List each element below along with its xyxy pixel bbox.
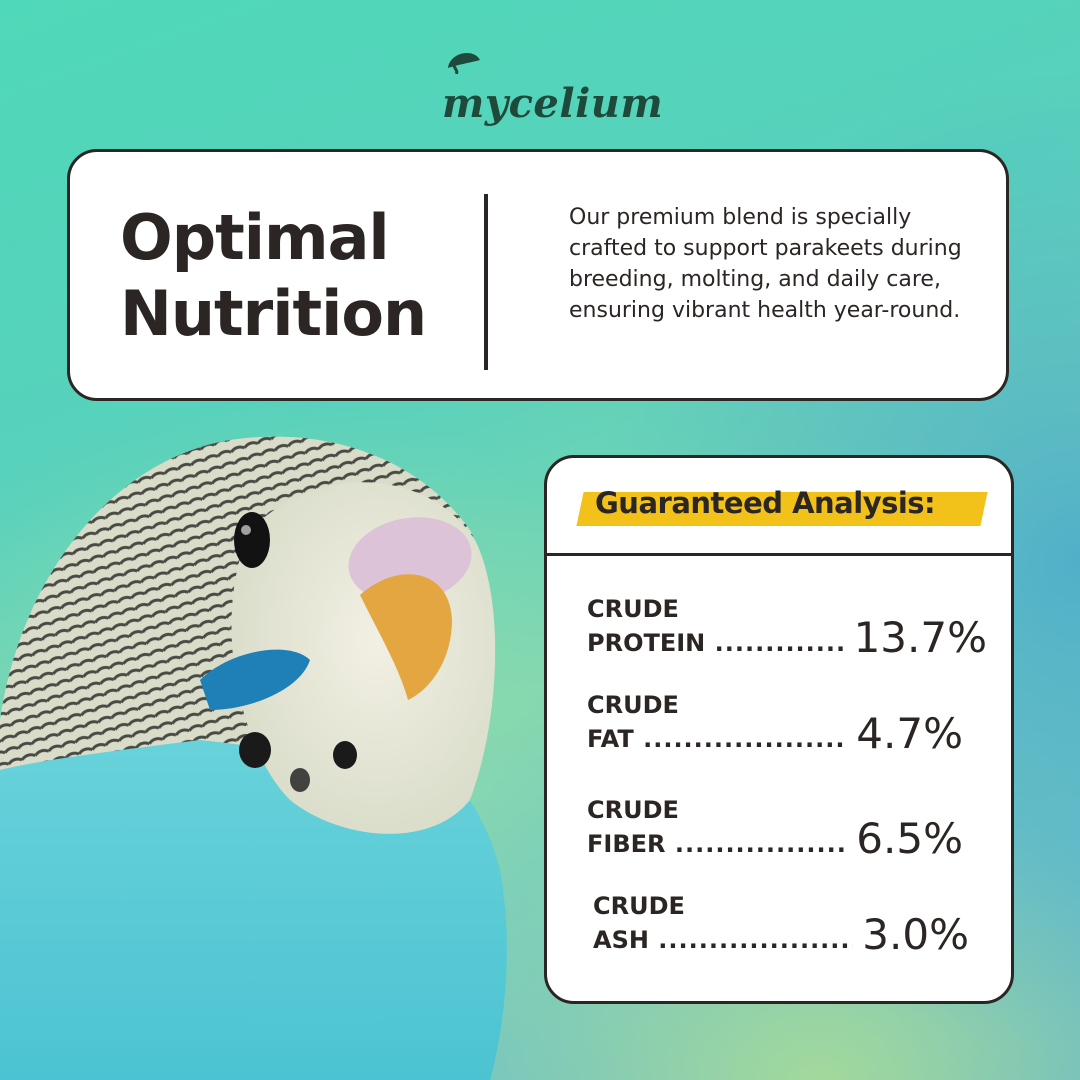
vertical-divider [484,194,488,370]
dot-leader: ....................... [658,926,853,954]
analysis-value: 4.7% [856,709,963,758]
dot-leader: ....................... [674,830,847,858]
page-title: Optimal Nutrition [120,200,460,352]
label-line-2: FIBER [587,830,666,858]
label-line-1: CRUDE [587,691,679,719]
intro-description: Our premium blend is specially crafted t… [569,205,962,323]
analysis-row-protein: CRUDE PROTEIN ................ 13.7% [587,592,987,668]
analysis-value: 6.5% [856,814,963,863]
label-line-1: CRUDE [587,796,679,824]
analysis-label: CRUDE PROTEIN ................ [587,592,847,660]
logo-wordmark: mycelium [442,80,664,127]
label-line-1: CRUDE [587,595,679,623]
dot-leader: ........................ [643,725,847,753]
label-line-2: PROTEIN [587,629,706,657]
analysis-label: CRUDE FIBER ....................... [587,793,847,861]
mushroom-cap-icon [448,53,480,74]
guaranteed-analysis-card: Guaranteed Analysis: CRUDE PROTEIN .....… [544,455,1014,1004]
analysis-label: CRUDE FAT ........................ [587,688,847,756]
analysis-label: CRUDE ASH ....................... [593,889,853,957]
analysis-value: 3.0% [862,910,969,959]
title-line-1: Optimal [120,201,390,274]
analysis-row-ash: CRUDE ASH ....................... 3.0% [593,889,987,965]
analysis-title: Guaranteed Analysis: [595,486,936,520]
analysis-row-fat: CRUDE FAT ........................ 4.7% [587,688,987,764]
title-line-2: Nutrition [120,277,427,350]
budgie-photo [0,436,507,1080]
dot-leader: ................ [714,629,847,657]
label-line-1: CRUDE [593,892,685,920]
intro-card: Optimal Nutrition Our premium blend is s… [67,149,1009,401]
analysis-row-fiber: CRUDE FIBER ....................... 6.5% [587,793,987,869]
analysis-value: 13.7% [853,613,987,662]
brand-logo: mycelium [430,40,663,124]
label-line-2: FAT [587,725,634,753]
analysis-header: Guaranteed Analysis: [547,458,1011,556]
label-line-2: ASH [593,926,649,954]
